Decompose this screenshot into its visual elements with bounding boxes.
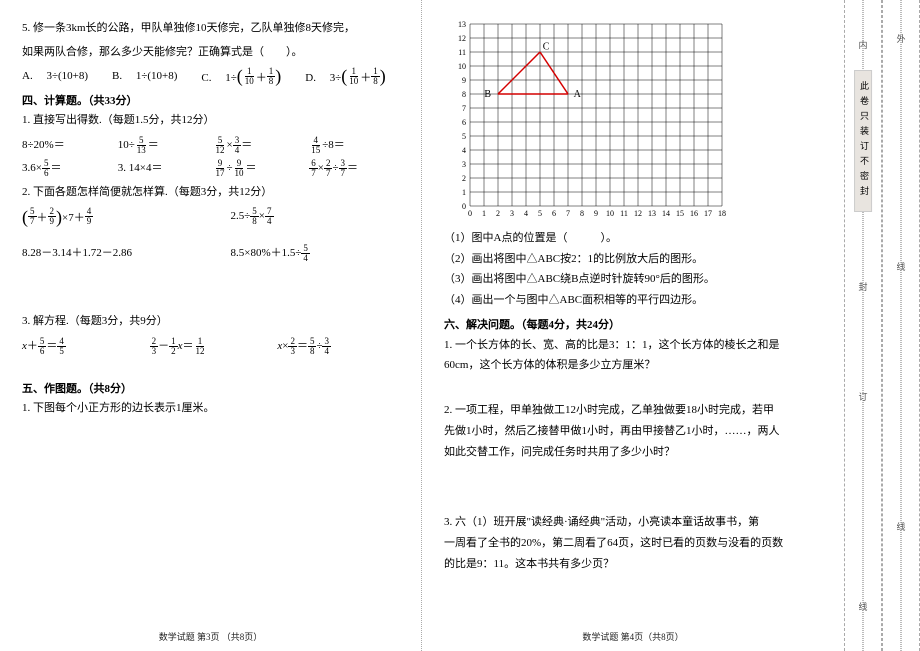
eq-3: x×23＝58÷34: [277, 337, 399, 356]
calc2-3: 8.28－3.14＋1.72－2.86: [22, 244, 191, 263]
svg-text:11: 11: [620, 209, 628, 218]
svg-text:5: 5: [538, 209, 542, 218]
calc1-grid: 8÷20%＝ 10÷513＝ 512×34＝ 415÷8＝ 3.6×56＝ 3.…: [22, 136, 399, 178]
svg-text:C: C: [543, 41, 550, 52]
footer-left: 数学试题 第3页 （共8页）: [0, 630, 421, 643]
sub-q2: （2）画出将图中△ABC按2：1的比例放大后的图形。: [444, 250, 822, 269]
opt-c: C. 1÷(110＋18): [201, 67, 281, 86]
svg-text:2: 2: [462, 174, 466, 183]
svg-text:15: 15: [676, 209, 684, 218]
calc1-1: 8÷20%＝: [22, 136, 112, 155]
calc1-8: 67×27÷37＝: [309, 159, 399, 178]
eq-2: 23－12x＝112: [150, 337, 272, 356]
prob1-a: 1. 一个长方体的长、宽、高的比是3：1：1，这个长方体的棱长之和是: [444, 336, 822, 355]
calc1-title: 1. 直接写出得数.（每题1.5分，共12分）: [22, 112, 399, 130]
svg-text:13: 13: [458, 20, 466, 29]
opt-d: D. 3÷(110＋18): [305, 67, 385, 86]
svg-text:6: 6: [552, 209, 556, 218]
dotted-fold-outer: [901, 0, 902, 651]
gap-2: [444, 463, 822, 511]
draw-q1: 1. 下图每个小正方形的边长表示1厘米。: [22, 400, 399, 418]
label-line-bot: 线: [858, 600, 867, 613]
gap-1: [444, 377, 822, 399]
svg-text:12: 12: [634, 209, 642, 218]
svg-text:5: 5: [462, 132, 466, 141]
seal-box: 此卷只装订不密封: [854, 70, 872, 212]
page-3: 5. 修一条3km长的公路，甲队单独修10天修完，乙队单独修8天修完， 如果两队…: [0, 0, 422, 651]
prob1-b: 60cm，这个长方体的体积是多少立方厘米？: [444, 356, 822, 375]
label-ding: 订: [858, 390, 867, 403]
svg-text:0: 0: [462, 202, 466, 211]
svg-text:B: B: [484, 89, 491, 100]
opt-a: A. 3÷(10+8): [22, 67, 88, 86]
prob2-b: 先做1小时，然后乙接替甲做1小时，再由甲接替乙1小时，……，两人: [444, 422, 822, 441]
calc2-grid: (57＋29)×7＋49 2.5÷58×74 8.28－3.14＋1.72－2.…: [22, 207, 399, 263]
calc1-7: 917÷910＝: [214, 159, 304, 178]
calc1-5: 3.6×56＝: [22, 159, 112, 178]
question-5-line2: 如果两队合修，那么多少天能修完？正确算式是（ ）。: [22, 44, 399, 62]
prob3-b: 一周看了全书的20%，第二周看了64页，这时已看的页数与没看的页数: [444, 534, 822, 553]
svg-text:7: 7: [566, 209, 570, 218]
strip-outer: 外 线 线: [882, 0, 920, 651]
svg-text:0: 0: [468, 209, 472, 218]
calc2-1: (57＋29)×7＋49: [22, 207, 191, 226]
svg-text:18: 18: [718, 209, 726, 218]
svg-text:A: A: [574, 89, 582, 100]
svg-text:17: 17: [704, 209, 712, 218]
calc1-6: 3. 14×4＝: [118, 159, 208, 178]
inner-label: 内: [858, 38, 867, 51]
opt-b: B. 1÷(10+8): [112, 67, 177, 86]
section-5-title: 五、作图题。（共8分）: [22, 380, 399, 396]
svg-text:10: 10: [606, 209, 614, 218]
svg-text:1: 1: [462, 188, 466, 197]
svg-text:16: 16: [690, 209, 698, 218]
sub-q3: （3）画出将图中△ABC绕B点逆时针旋转90°后的图形。: [444, 270, 822, 289]
svg-text:11: 11: [458, 48, 466, 57]
svg-text:13: 13: [648, 209, 656, 218]
question-5-options: A. 3÷(10+8) B. 1÷(10+8) C. 1÷(110＋18) D.…: [22, 67, 399, 86]
label-line-bot2: 线: [896, 520, 905, 533]
calc3-title: 3. 解方程.（每题3分，共9分）: [22, 313, 399, 331]
svg-text:4: 4: [524, 209, 528, 218]
svg-text:7: 7: [462, 104, 466, 113]
grid-chart: 0123456789101112131415161718012345678910…: [452, 20, 822, 227]
calc2-2: 2.5÷58×74: [231, 207, 400, 226]
label-line-top: 线: [896, 260, 905, 273]
sub-q1: （1）图中A点的位置是（ ）。: [444, 229, 822, 248]
sub-q4: （4）画出一个与图中△ABC面积相等的平行四边形。: [444, 291, 822, 310]
eq-grid: x＋56＝45 23－12x＝112 x×23＝58÷34: [22, 337, 399, 356]
svg-text:8: 8: [580, 209, 584, 218]
question-5-line1: 5. 修一条3km长的公路，甲队单独修10天修完，乙队单独修8天修完，: [22, 20, 399, 38]
eq-1: x＋56＝45: [22, 337, 144, 356]
section-4-title: 四、计算题。（共33分）: [22, 92, 399, 108]
svg-text:6: 6: [462, 118, 466, 127]
svg-text:9: 9: [594, 209, 598, 218]
footer-right: 数学试题 第4页（共8页）: [422, 630, 844, 643]
calc2-title: 2. 下面各题怎样简便就怎样算.（每题3分，共12分）: [22, 184, 399, 202]
svg-text:9: 9: [462, 76, 466, 85]
prob3-a: 3. 六（1）班开展"读经典·诵经典"活动，小亮读本童话故事书，第: [444, 513, 822, 532]
prob2-a: 2. 一项工程，甲单独做工12小时完成，乙单独做要18小时完成，若甲: [444, 401, 822, 420]
calc2-4: 8.5×80%＋1.5÷54: [231, 244, 400, 263]
svg-text:8: 8: [462, 90, 466, 99]
outer-label: 外: [896, 32, 905, 45]
svg-text:4: 4: [462, 146, 466, 155]
svg-text:3: 3: [510, 209, 514, 218]
svg-text:1: 1: [482, 209, 486, 218]
svg-text:12: 12: [458, 34, 466, 43]
calc1-3: 512×34＝: [214, 136, 304, 155]
calc1-4: 415÷8＝: [309, 136, 399, 155]
page-4: 0123456789101112131415161718012345678910…: [422, 0, 844, 651]
calc1-2: 10÷513＝: [118, 136, 208, 155]
prob2-c: 如此交替工作，问完成任务时共用了多少小时？: [444, 443, 822, 462]
svg-text:10: 10: [458, 62, 466, 71]
svg-text:3: 3: [462, 160, 466, 169]
svg-text:14: 14: [662, 209, 670, 218]
section-6-title: 六、解决问题。（每题4分，共24分）: [444, 316, 822, 332]
binding-margin: 内 此卷只装订不密封 封 订 线 外 线 线: [844, 0, 920, 651]
label-seal: 封: [858, 280, 867, 293]
svg-text:2: 2: [496, 209, 500, 218]
prob3-c: 的比是9：11。这本书共有多少页？: [444, 555, 822, 574]
strip-inner: 内 此卷只装订不密封 封 订 线: [844, 0, 882, 651]
